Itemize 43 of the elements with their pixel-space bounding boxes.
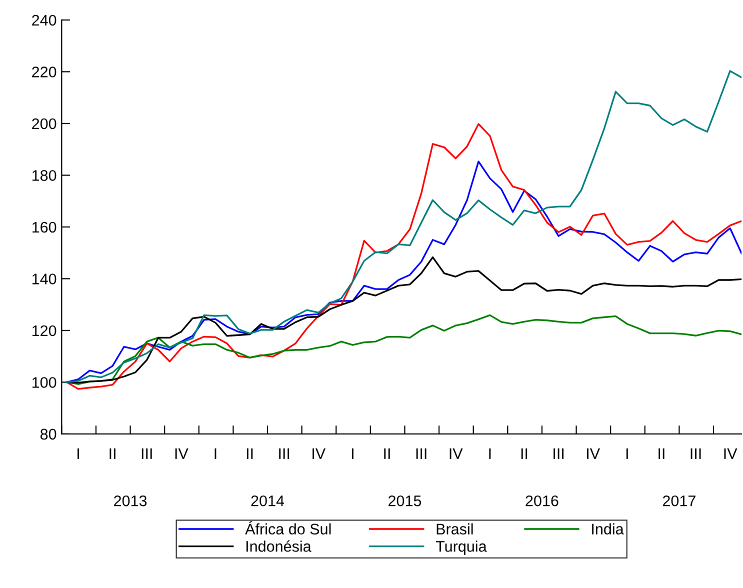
y-tick-label: 100 (32, 377, 56, 388)
x-tick-label: II (658, 448, 664, 459)
x-tick-label: I (489, 448, 491, 459)
x-tick-label: IV (724, 448, 738, 459)
line-series (66, 160, 742, 384)
y-tick-label: 140 (32, 274, 56, 284)
text: 2017 (662, 495, 696, 506)
text: 2015 (388, 495, 422, 506)
x-tick-label: II (110, 448, 116, 459)
x-tick-label: IV (450, 448, 463, 459)
legend-label: África do Sul (245, 521, 331, 535)
x-tick-label: III (690, 448, 701, 459)
y-tick-label: 200 (32, 118, 56, 130)
x-tick-label: IV (587, 448, 600, 459)
x-tick-label: I (626, 448, 628, 459)
y-tick-label: 240 (32, 14, 56, 26)
y-tick-label: 220 (32, 66, 56, 78)
text: 2013 (114, 495, 147, 506)
x-tick-label: III (554, 448, 564, 459)
x-tick-label: III (416, 448, 426, 459)
legend-label: Indonésia (246, 540, 312, 552)
x-tick-label: II (246, 448, 253, 459)
x-tick-label: II (384, 448, 390, 459)
text: 2016 (526, 495, 558, 506)
x-tick-label: I (352, 448, 354, 459)
line-series (66, 314, 742, 385)
y-tick-label: 120 (32, 325, 56, 336)
text: 2014 (251, 495, 284, 506)
y-tick-label: 80 (40, 428, 56, 440)
x-tick-label: I (214, 448, 216, 459)
line-series (66, 123, 742, 390)
y-tick-label: 160 (32, 222, 56, 233)
y-tick-label: 180 (32, 170, 56, 181)
x-tick-label: I (78, 448, 79, 459)
x-tick-label: III (279, 448, 290, 459)
legend-label: Brasil (436, 523, 473, 535)
x-tick-label: II (521, 448, 528, 459)
x-tick-label: III (142, 448, 152, 459)
line-series (66, 70, 742, 384)
legend-label: India (592, 523, 624, 535)
x-tick-label: IV (312, 448, 326, 459)
x-tick-label: IV (175, 448, 188, 459)
legend-label: Turquia (436, 540, 487, 555)
